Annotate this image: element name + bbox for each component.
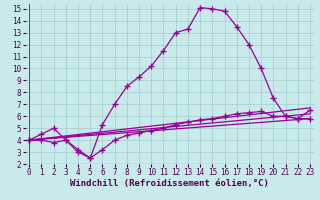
X-axis label: Windchill (Refroidissement éolien,°C): Windchill (Refroidissement éolien,°C): [70, 179, 269, 188]
